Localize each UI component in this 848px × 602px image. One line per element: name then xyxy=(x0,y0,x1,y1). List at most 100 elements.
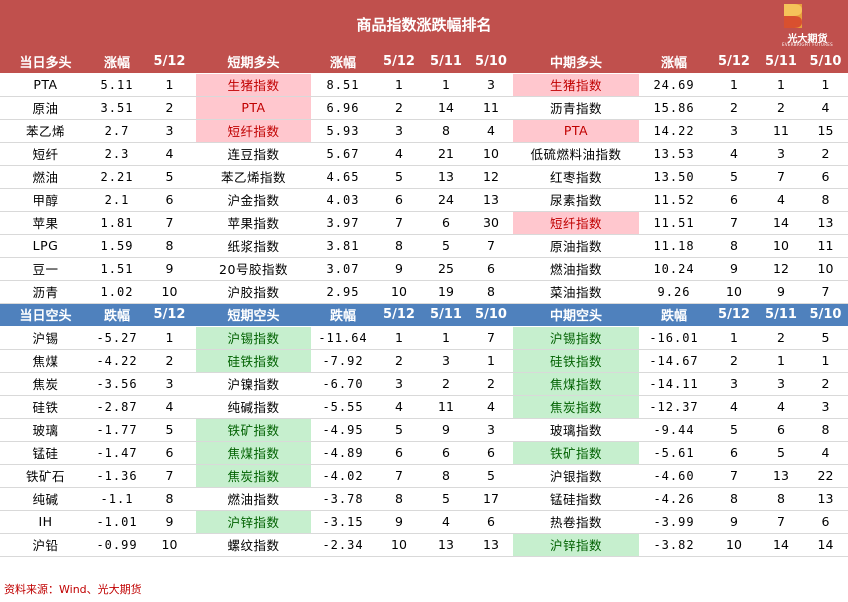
table-cell: 1.59 xyxy=(91,234,143,258)
table-cell: 7 xyxy=(375,464,423,488)
table-cell: 9.26 xyxy=(639,280,709,304)
table-cell: 2.21 xyxy=(91,165,143,189)
header-cell: 5/12 xyxy=(709,50,759,74)
header-cell: 跌幅 xyxy=(91,303,143,327)
table-cell: 5 xyxy=(375,418,423,442)
company-logo: 光大期货 EVERBRIGHT FUTURES xyxy=(770,4,845,48)
table-cell: 7 xyxy=(143,211,196,235)
table-row: 焦炭 -3.56 3 沪镍指数 -6.70 3 2 2 焦煤指数 -14.11 3 3 2 xyxy=(0,372,848,396)
table-cell: 7 xyxy=(759,165,803,189)
table-cell: 7 xyxy=(469,234,513,258)
header-cell: 5/10 xyxy=(803,50,848,74)
table-cell: 8 xyxy=(423,464,469,488)
table-cell: 7 xyxy=(759,510,803,534)
table-cell: 13.50 xyxy=(639,165,709,189)
table-cell: 燃油指数 xyxy=(513,257,639,281)
table-cell: 19 xyxy=(423,280,469,304)
table-cell: 3.51 xyxy=(91,96,143,120)
table-cell: 3 xyxy=(759,142,803,166)
table-cell: 焦煤 xyxy=(0,349,91,373)
table-cell: 铁矿石 xyxy=(0,464,91,488)
table-cell: 沪锡指数 xyxy=(196,326,311,350)
table-cell: 6 xyxy=(469,441,513,465)
table-cell: 8 xyxy=(375,234,423,258)
table-cell: 苹果 xyxy=(0,211,91,235)
table-cell: 锰硅指数 xyxy=(513,487,639,511)
table-row: 燃油 2.21 5 苯乙烯指数 4.65 5 13 12 红枣指数 13.50 5 7 6 xyxy=(0,165,848,189)
logo-subtitle: EVERBRIGHT FUTURES xyxy=(782,42,833,47)
table-cell: 20号胶指数 xyxy=(196,257,311,281)
table-cell: 1.51 xyxy=(91,257,143,281)
table-cell: 4 xyxy=(759,395,803,419)
table-cell: 豆一 xyxy=(0,257,91,281)
header-cell: 5/12 xyxy=(375,50,423,74)
table-cell: 6 xyxy=(709,441,759,465)
table-cell: 10 xyxy=(375,533,423,557)
table-cell: 5 xyxy=(143,165,196,189)
table-row: 铁矿石 -1.36 7 焦炭指数 -4.02 7 8 5 沪银指数 -4.60 7 13 22 xyxy=(0,464,848,488)
table-cell: 8.51 xyxy=(311,73,375,97)
table-cell: 沪锡 xyxy=(0,326,91,350)
table-cell: 2 xyxy=(759,96,803,120)
header-cell: 跌幅 xyxy=(311,303,375,327)
table-cell: 14 xyxy=(803,533,848,557)
short-header-row: 当日空头 跌幅 5/12 短期空头 跌幅 5/12 5/11 5/10 中期空头 跌幅 5/12 5/… xyxy=(0,303,848,327)
title-bar xyxy=(0,0,848,50)
table-row: 硅铁 -2.87 4 纯碱指数 -5.55 4 11 4 焦炭指数 -12.37 4 4 3 xyxy=(0,395,848,419)
table-cell: 焦炭 xyxy=(0,372,91,396)
table-cell: 原油指数 xyxy=(513,234,639,258)
table-cell: 沪胶指数 xyxy=(196,280,311,304)
table-cell: 苯乙烯指数 xyxy=(196,165,311,189)
table-cell: 7 xyxy=(469,326,513,350)
table-cell: 12 xyxy=(759,257,803,281)
table-cell: 生猪指数 xyxy=(196,73,311,97)
table-cell: 硅铁指数 xyxy=(196,349,311,373)
table-cell: 10 xyxy=(143,533,196,557)
table-cell: 8 xyxy=(143,487,196,511)
table-cell: 沪银指数 xyxy=(513,464,639,488)
table-cell: 螺纹指数 xyxy=(196,533,311,557)
table-cell: 3.97 xyxy=(311,211,375,235)
table-cell: 8 xyxy=(803,418,848,442)
source-note: 资料来源：Wind、光大期货 xyxy=(4,583,142,596)
table-cell: 11 xyxy=(423,395,469,419)
table-cell: 12 xyxy=(469,165,513,189)
table-cell: 红枣指数 xyxy=(513,165,639,189)
table-cell: 沥青指数 xyxy=(513,96,639,120)
table-cell: 沪锡指数 xyxy=(513,326,639,350)
long-header-row: 当日多头 涨幅 5/12 短期多头 涨幅 5/12 5/11 5/10 中期多头 涨幅 5/12 5/… xyxy=(0,50,848,74)
table-cell: 连豆指数 xyxy=(196,142,311,166)
table-cell: 10 xyxy=(803,257,848,281)
table-cell: 4 xyxy=(375,142,423,166)
table-cell: 沪锌指数 xyxy=(196,510,311,534)
table-cell: 5 xyxy=(803,326,848,350)
table-cell: 4.03 xyxy=(311,188,375,212)
table-cell: 苹果指数 xyxy=(196,211,311,235)
header-cell: 5/11 xyxy=(423,50,469,74)
table-cell: 甲醇 xyxy=(0,188,91,212)
table-cell: 1 xyxy=(709,326,759,350)
table-cell: 3.81 xyxy=(311,234,375,258)
table-cell: 沪锌指数 xyxy=(513,533,639,557)
table-row: 甲醇 2.1 6 沪金指数 4.03 6 24 13 尿素指数 11.52 6 4 8 xyxy=(0,188,848,212)
table-cell: 5 xyxy=(423,487,469,511)
header-cell: 5/12 xyxy=(375,303,423,327)
table-cell: 6 xyxy=(375,441,423,465)
table-cell: 1 xyxy=(375,326,423,350)
table-row: 豆一 1.51 9 20号胶指数 3.07 9 25 6 燃油指数 10.24 9 12 10 xyxy=(0,257,848,281)
table-cell: 1.02 xyxy=(91,280,143,304)
table-cell: 低硫燃料油指数 xyxy=(513,142,639,166)
table-cell: PTA xyxy=(513,119,639,143)
table-cell: 5.93 xyxy=(311,119,375,143)
table-cell: 11.52 xyxy=(639,188,709,212)
table-cell: 6 xyxy=(375,188,423,212)
table-cell: 8 xyxy=(709,234,759,258)
table-cell: -11.64 xyxy=(311,326,375,350)
table-cell: 4 xyxy=(143,395,196,419)
table-cell: 2 xyxy=(803,142,848,166)
table-cell: 13.53 xyxy=(639,142,709,166)
table-cell: 短纤 xyxy=(0,142,91,166)
table-cell: 3 xyxy=(759,372,803,396)
table-cell: 10 xyxy=(759,234,803,258)
table-cell: 1 xyxy=(423,326,469,350)
